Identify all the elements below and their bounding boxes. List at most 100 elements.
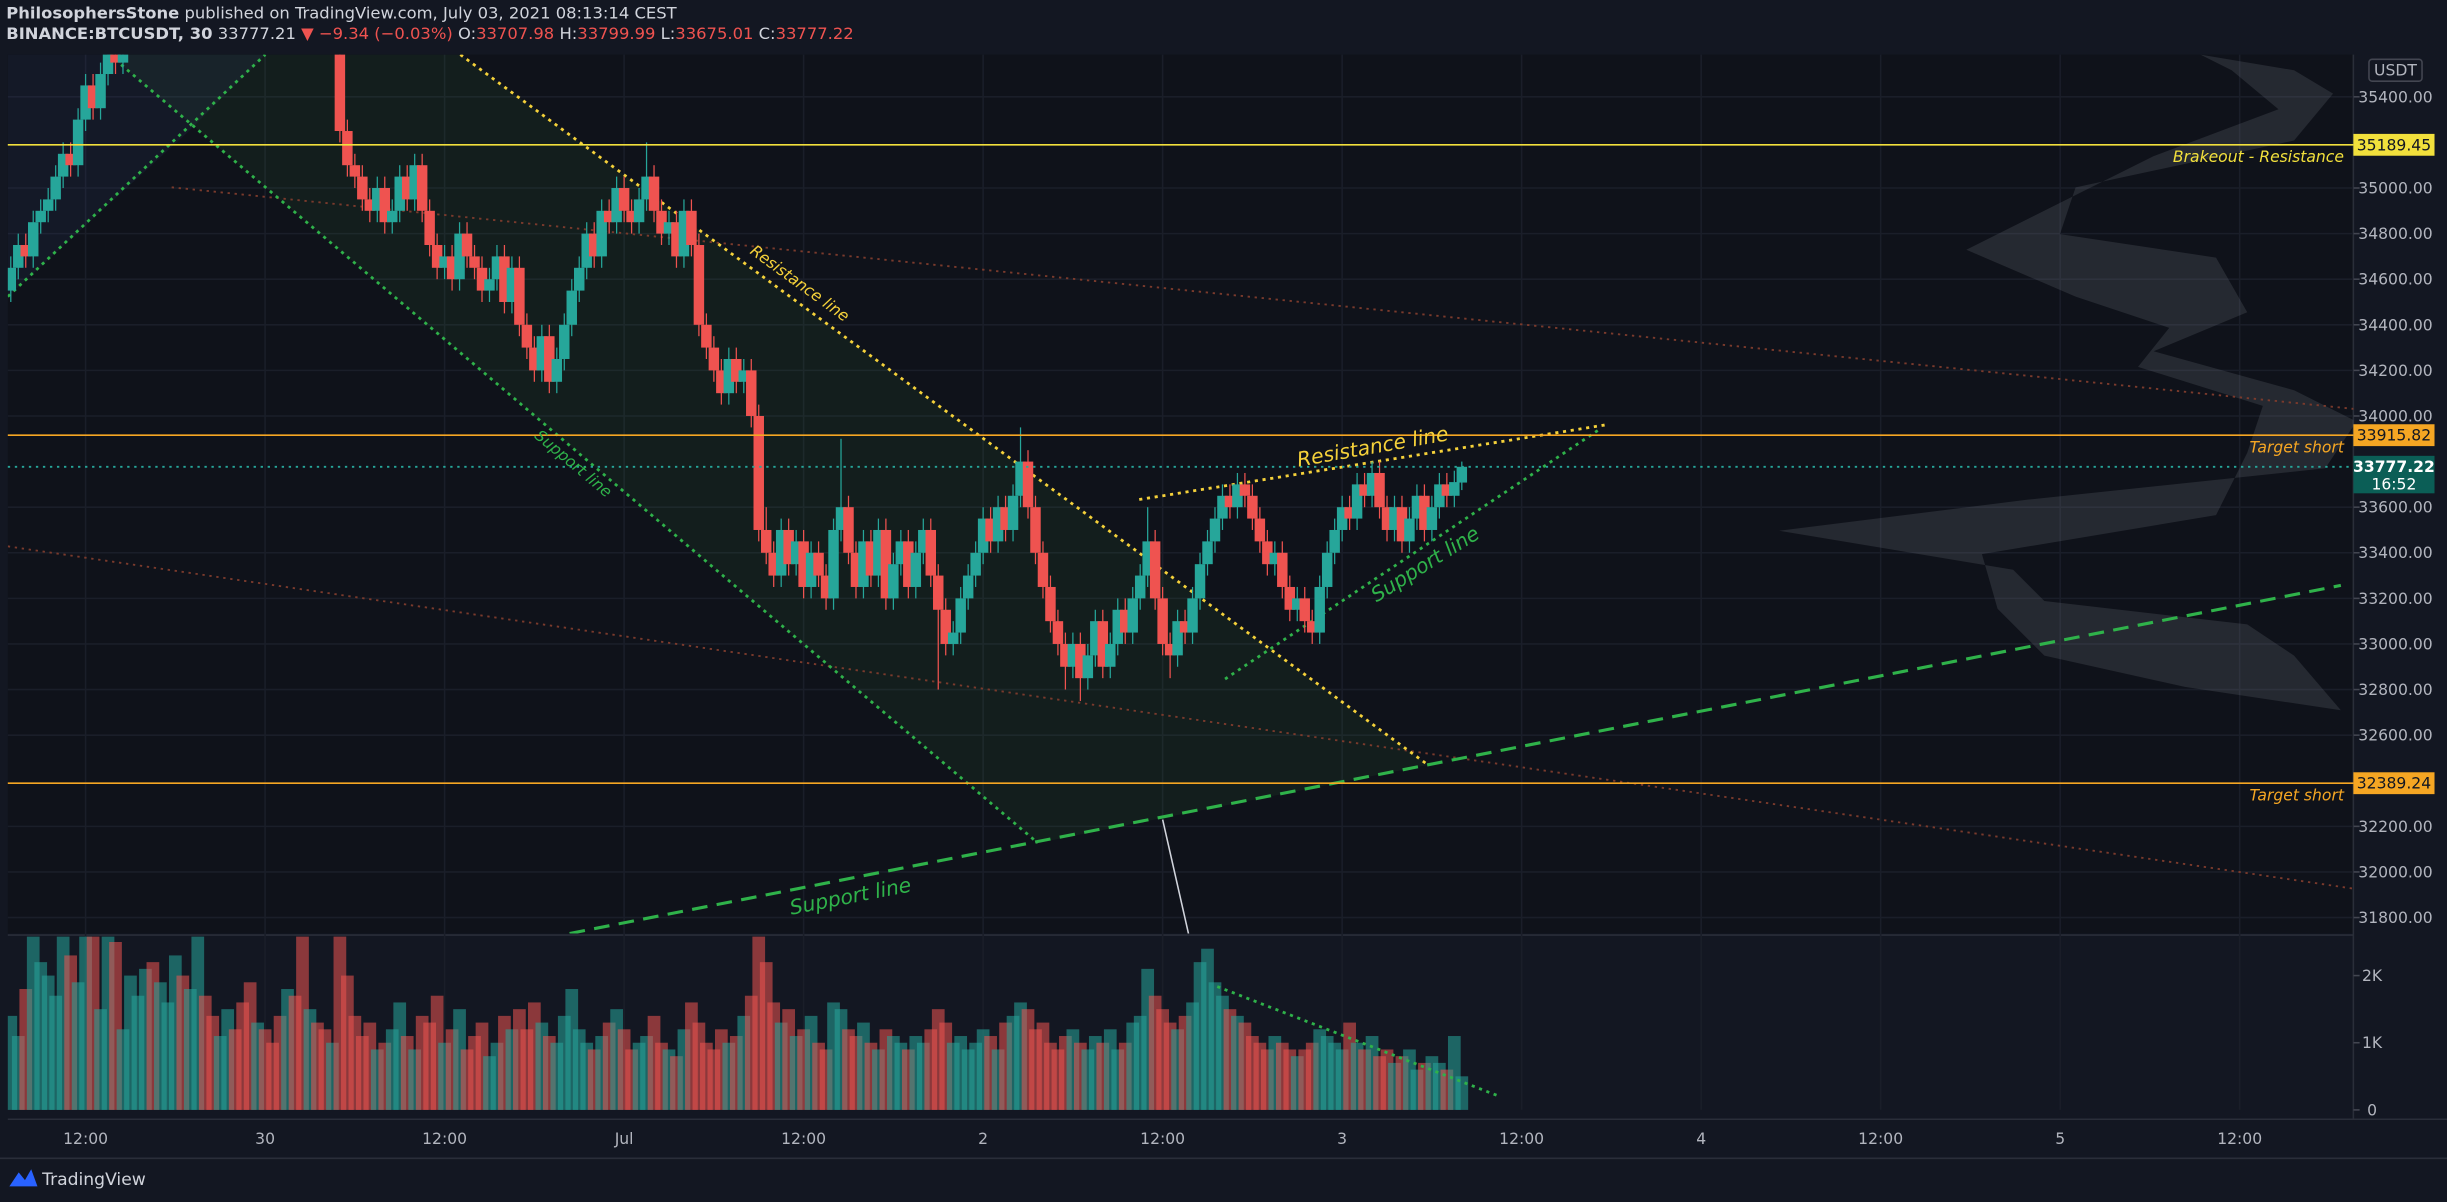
- level-badge-label: 33915.82: [2357, 427, 2431, 445]
- level-badge: [2353, 772, 2435, 795]
- change: ▼ −9.34 (−0.03%): [301, 24, 453, 43]
- candle-body: [1359, 484, 1370, 496]
- candle-body: [334, 54, 346, 132]
- footer-brand[interactable]: TradingView: [41, 1170, 146, 1190]
- candle-body: [1022, 461, 1034, 508]
- volume-y-tick-label: 2K: [2362, 967, 2383, 985]
- candle-body: [1172, 621, 1183, 656]
- level-badge-label: 35189.45: [2357, 136, 2431, 154]
- candle-body: [903, 541, 914, 587]
- l-label: L:: [661, 24, 676, 43]
- c-value: 33777.22: [776, 24, 854, 43]
- candle-body: [1277, 552, 1288, 587]
- candle-body: [992, 507, 1004, 542]
- levels: Brakeout - Resistance 35189.45 Target shor…: [7, 133, 2435, 804]
- candle-body: [559, 324, 570, 359]
- candle-body: [1000, 507, 1011, 530]
- candle-body: [1075, 643, 1086, 679]
- candle-body: [1120, 609, 1131, 633]
- candle-body: [918, 529, 929, 553]
- candle-body: [342, 131, 353, 166]
- candle-body: [431, 245, 443, 268]
- y-tick-label: 35000.00: [2358, 179, 2432, 197]
- candle-body: [349, 165, 361, 177]
- candle-body: [820, 575, 832, 599]
- candle-body: [933, 575, 944, 610]
- candle-body: [1187, 598, 1198, 633]
- trend-line: [171, 186, 2354, 410]
- x-tick-label: 12:00: [1499, 1130, 1544, 1148]
- x-tick-label: 5: [2055, 1130, 2065, 1148]
- level-badge: [2353, 133, 2435, 156]
- candle-body: [1434, 484, 1445, 508]
- candle-body: [1164, 643, 1176, 656]
- x-tick-label: 12:00: [2217, 1130, 2262, 1148]
- candle-body: [1090, 621, 1101, 656]
- y-tick-label: 32600.00: [2358, 727, 2432, 745]
- candle-body: [521, 324, 533, 348]
- current-price-label: 33777.22: [2353, 458, 2435, 476]
- candle-body: [1030, 507, 1041, 553]
- candle-body: [117, 54, 129, 63]
- candle-body: [648, 176, 660, 211]
- support-line: [1224, 428, 1601, 681]
- resistance-line: [459, 54, 1429, 767]
- candle-body: [1366, 472, 1378, 496]
- candle-body: [1269, 552, 1281, 565]
- candle-body: [962, 575, 974, 599]
- resistance-line: [1139, 423, 1608, 501]
- candle-body: [895, 541, 907, 565]
- x-tick-label: 3: [1337, 1130, 1347, 1148]
- candle-body: [7, 267, 17, 291]
- candle-body: [611, 188, 622, 223]
- candle-body: [1411, 495, 1423, 519]
- candle-body: [1306, 621, 1318, 633]
- candle-body: [738, 370, 750, 382]
- candle-body: [686, 210, 697, 246]
- candle-body: [1284, 586, 1296, 610]
- candle-body: [1105, 643, 1116, 667]
- volume-profile: [1779, 54, 2354, 711]
- candle-body: [970, 552, 981, 576]
- candle-body: [469, 256, 480, 268]
- x-tick-label: 12:00: [63, 1130, 108, 1148]
- candle-body: [1239, 484, 1251, 496]
- candle-body: [1209, 518, 1221, 542]
- pointer-line: [1161, 819, 1190, 934]
- published: published on TradingView.com, July 03, 2…: [185, 4, 678, 23]
- x-tick-label: 12:00: [1140, 1130, 1185, 1148]
- candle-body: [1194, 564, 1206, 599]
- candle-body: [357, 176, 368, 200]
- logo[interactable]: [9, 1169, 38, 1187]
- candle-body: [1426, 507, 1438, 530]
- candle-body: [573, 267, 585, 291]
- currency: USDT: [2374, 62, 2417, 80]
- candle-body: [1351, 484, 1363, 519]
- candle-body: [1217, 495, 1228, 519]
- level-label: Target short: [2250, 438, 2345, 456]
- y-tick-label: 31800.00: [2358, 909, 2432, 927]
- candle-body: [618, 188, 630, 211]
- candle-body: [454, 233, 465, 280]
- x-tick-label: 12:00: [422, 1130, 467, 1148]
- level-badge: [2353, 424, 2435, 447]
- candle-body: [446, 256, 458, 280]
- candle-body: [57, 153, 69, 177]
- candle-body: [476, 267, 488, 291]
- candle-body: [1292, 598, 1303, 610]
- candle-body: [536, 336, 548, 371]
- x-tick-label: Jul: [614, 1130, 634, 1148]
- candle-body: [783, 529, 794, 565]
- candle-body: [1149, 541, 1161, 599]
- candle-body: [1456, 466, 1468, 483]
- volume-bar: [1455, 1076, 1469, 1110]
- candle-body: [1082, 655, 1094, 679]
- c-label: C:: [759, 24, 776, 43]
- y-tick-label: 34800.00: [2358, 225, 2432, 243]
- candle-body: [626, 210, 637, 223]
- candle-body: [1449, 482, 1460, 496]
- candle-body: [671, 222, 682, 257]
- candle-body: [1321, 552, 1333, 587]
- candle-body: [805, 552, 817, 587]
